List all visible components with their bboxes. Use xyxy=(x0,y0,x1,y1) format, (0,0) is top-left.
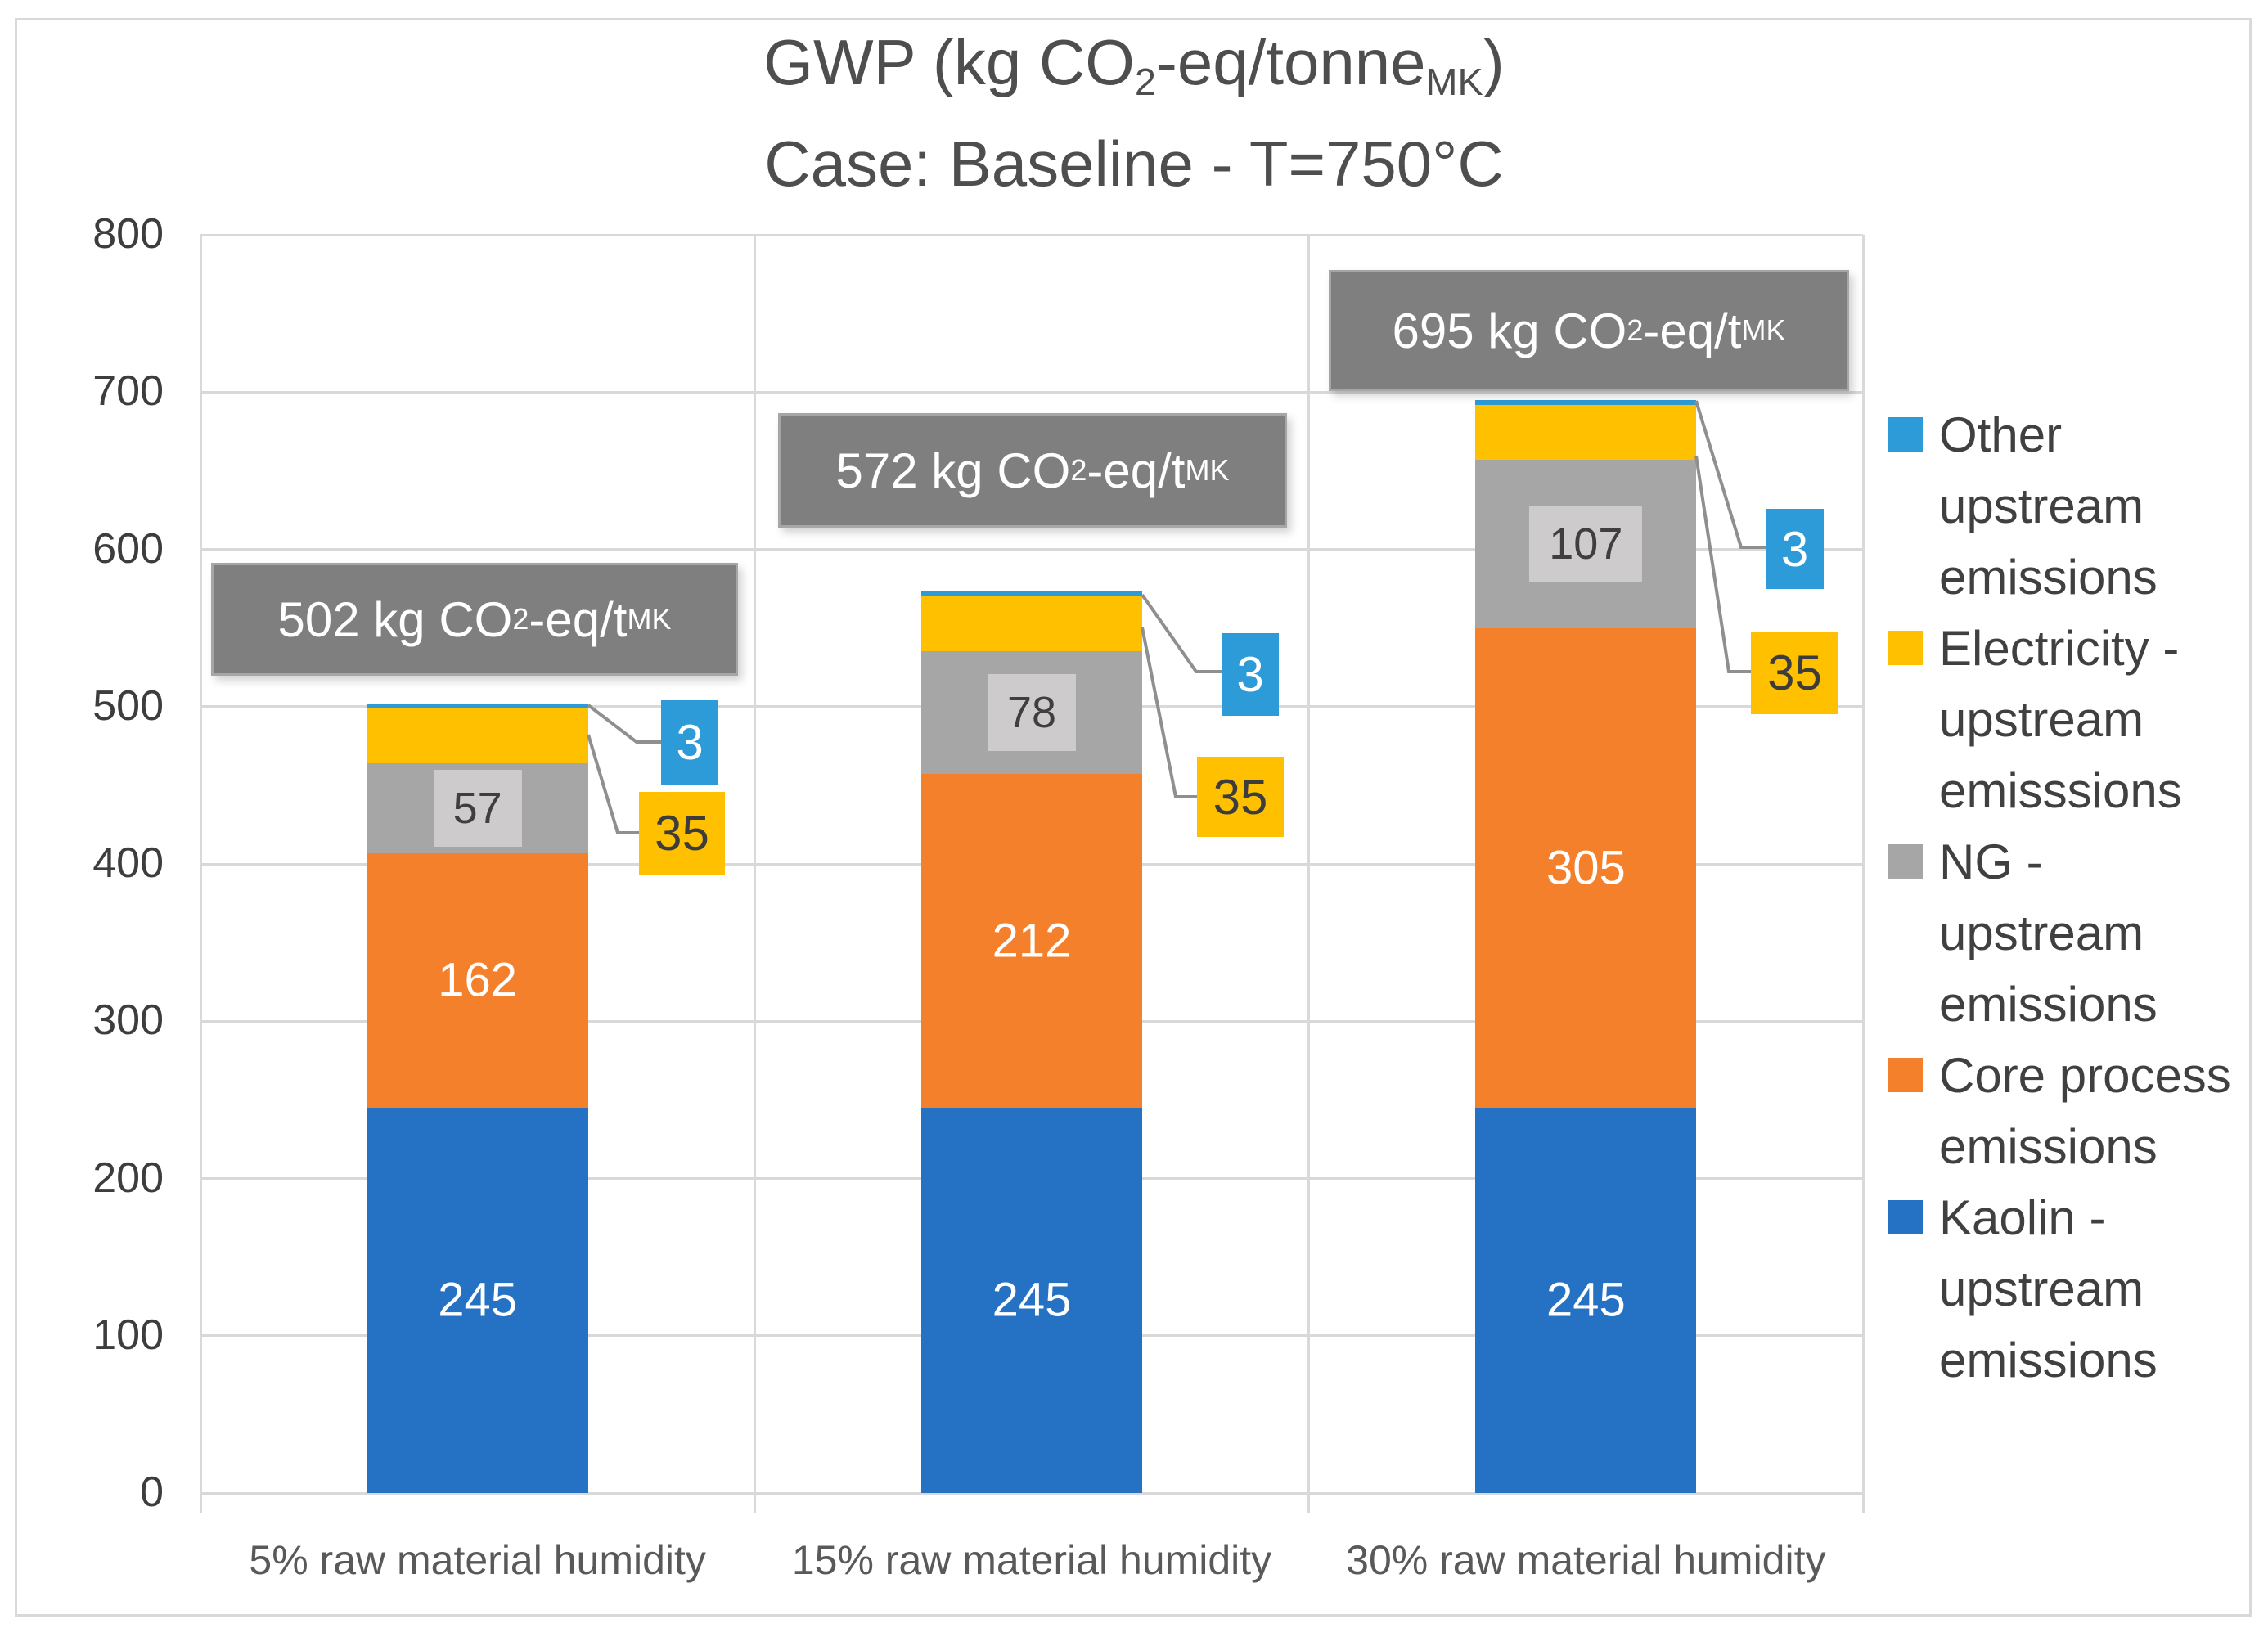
title-text: ) xyxy=(1483,26,1505,98)
chart-title: GWP (kg CO2-eq/tonneMK) Case: Baseline -… xyxy=(0,21,2268,205)
gridline-vertical xyxy=(199,235,202,1493)
bar-segment xyxy=(367,703,588,708)
y-axis-tick-label: 500 xyxy=(92,681,164,730)
y-axis-tick-label: 400 xyxy=(92,839,164,887)
bar-segment xyxy=(1475,627,1697,1108)
total-callout-subscript: 2 xyxy=(512,602,529,636)
electricity-value-callout: 35 xyxy=(1751,632,1838,714)
legend-label: NG - upstream emissions xyxy=(1939,834,2158,1032)
title-text: -eq/tonne xyxy=(1155,26,1426,98)
bar-segment-value-label: 245 xyxy=(992,1273,1072,1327)
total-callout-subscript: 2 xyxy=(1627,313,1644,347)
chart-title-line2: Case: Baseline - T=750°C xyxy=(764,128,1504,200)
title-subscript: MK xyxy=(1425,61,1483,104)
legend-swatch xyxy=(1888,417,1923,452)
total-callout-text: -eq/t xyxy=(1643,303,1742,358)
gridline-vertical xyxy=(1307,235,1311,1493)
legend-item: NG - upstream emissions xyxy=(1888,826,2248,1040)
total-callout-text: 502 kg CO xyxy=(277,591,513,647)
legend-item: Kaolin - upstream emissions xyxy=(1888,1182,2248,1396)
bar-segment xyxy=(921,774,1142,1108)
bar-segment-value-label: 305 xyxy=(1546,841,1626,895)
bar-segment-value-chip: 78 xyxy=(987,674,1077,752)
bar-segment xyxy=(1475,404,1697,460)
x-axis-tick xyxy=(753,1493,756,1513)
gridline-horizontal xyxy=(200,390,1863,394)
total-callout-box: 572 kg CO 2 -eq/t MK xyxy=(778,413,1287,528)
y-axis-tick-label: 800 xyxy=(92,210,164,258)
total-callout-text: 695 kg CO xyxy=(1392,303,1627,358)
legend-swatch xyxy=(1888,631,1923,665)
gridline-vertical xyxy=(753,235,756,1493)
y-axis-tick-label: 0 xyxy=(140,1468,164,1516)
y-axis-tick-label: 700 xyxy=(92,367,164,416)
electricity-value-callout: 35 xyxy=(639,792,725,875)
bar-segment-value-label: 245 xyxy=(438,1273,518,1327)
legend-label: Kaolin - upstream emissions xyxy=(1939,1190,2158,1387)
total-callout-box: 502 kg CO 2 -eq/t MK xyxy=(211,563,738,676)
total-callout-subscript: MK xyxy=(627,602,672,636)
legend-label: Core process emissions xyxy=(1939,1048,2231,1174)
y-axis-tick-label: 300 xyxy=(92,996,164,1045)
bar-segment xyxy=(367,852,588,1108)
bar-segment-value-label: 162 xyxy=(438,953,518,1007)
bar-segment xyxy=(1475,399,1697,405)
gridline-horizontal xyxy=(200,548,1863,551)
electricity-value-callout: 35 xyxy=(1197,757,1284,837)
gridline-horizontal xyxy=(200,233,1863,236)
bar-segment xyxy=(367,1107,588,1493)
bar-segment-value-label: 245 xyxy=(1546,1273,1626,1327)
total-callout-text: 572 kg CO xyxy=(835,443,1071,498)
bar-segment xyxy=(367,708,588,763)
chart-title-line1: GWP (kg CO2-eq/tonneMK) xyxy=(0,21,2268,123)
y-axis-tick-label: 100 xyxy=(92,1311,164,1359)
bar-segment xyxy=(921,1107,1142,1493)
legend-label: Other upstream emissions xyxy=(1939,407,2158,605)
gridline-vertical xyxy=(1861,235,1865,1493)
x-axis-tick xyxy=(199,1493,202,1513)
legend-label: Electricity - upstream emisssions xyxy=(1939,621,2182,818)
total-callout-text: -eq/t xyxy=(1087,443,1186,498)
bar-segment-value-chip: 57 xyxy=(433,769,522,847)
legend-item: Other upstream emissions xyxy=(1888,399,2248,613)
total-callout-box: 695 kg CO 2 -eq/t MK xyxy=(1329,270,1849,391)
total-callout-subscript: MK xyxy=(1185,453,1230,487)
bar-segment-value-label: 212 xyxy=(992,914,1072,968)
total-callout-subscript: MK xyxy=(1741,313,1786,347)
title-text: GWP (kg CO xyxy=(763,26,1135,98)
legend-swatch xyxy=(1888,1200,1923,1234)
legend-item: Electricity - upstream emisssions xyxy=(1888,613,2248,826)
bar-segment-value-chip: 107 xyxy=(1529,505,1643,582)
x-axis-tick xyxy=(1307,1493,1311,1513)
x-axis-category-label: 30% raw material humidity xyxy=(1346,1537,1826,1583)
gridline-horizontal xyxy=(200,1491,1863,1495)
legend-swatch xyxy=(1888,844,1923,879)
x-axis-tick xyxy=(1861,1493,1865,1513)
legend-swatch xyxy=(1888,1058,1923,1092)
bar-segment xyxy=(921,596,1142,652)
title-subscript: 2 xyxy=(1134,61,1156,104)
bar-segment xyxy=(1475,1107,1697,1493)
x-axis-category-label: 15% raw material humidity xyxy=(791,1537,1272,1583)
total-callout-text: -eq/t xyxy=(529,591,628,647)
other-value-callout: 3 xyxy=(661,700,718,785)
legend-item: Core process emissions xyxy=(1888,1040,2248,1182)
bar-segment xyxy=(921,591,1142,597)
other-value-callout: 3 xyxy=(1222,633,1279,716)
total-callout-subscript: 2 xyxy=(1070,453,1087,487)
legend: Other upstream emissions Electricity - up… xyxy=(1888,399,2248,1396)
x-axis-category-label: 5% raw material humidity xyxy=(249,1537,706,1583)
y-axis-tick-label: 200 xyxy=(92,1154,164,1202)
other-value-callout: 3 xyxy=(1766,509,1824,589)
y-axis-tick-label: 600 xyxy=(92,524,164,573)
